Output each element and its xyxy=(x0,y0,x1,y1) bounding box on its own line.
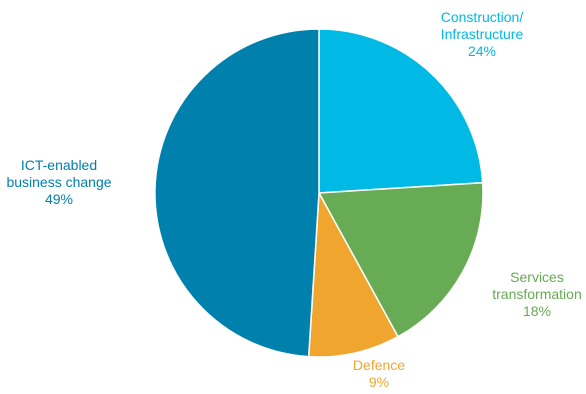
slice-value-label: 18% xyxy=(523,303,551,319)
slice-name-line: business change xyxy=(6,174,111,190)
pie-labels: Construction/Infrastructure 24% Services tr… xyxy=(6,9,581,390)
pie-slice-defence xyxy=(307,190,400,358)
pie-slice-construction-infrastructure xyxy=(318,28,484,194)
slice-value-label: 24% xyxy=(468,43,496,59)
pie-slice-services-transformation xyxy=(317,181,484,338)
slice-label-defence: Defence 9% xyxy=(353,357,405,390)
slice-label-construction-infrastructure: Construction/Infrastructure 24% xyxy=(441,9,524,59)
slice-value-label: 49% xyxy=(45,191,73,207)
pie-slice-ict-enabled-business-change xyxy=(154,28,320,358)
slice-name-line: Construction/ xyxy=(441,9,524,25)
slice-name-line: transformation xyxy=(492,286,581,302)
slice-name-line: ICT-enabled xyxy=(21,157,97,173)
slice-label-ict-enabled-business-change: ICT-enabled business change 49% xyxy=(6,157,111,207)
slice-value-label: 9% xyxy=(369,374,389,390)
slice-label-services-transformation: Services transformation 18% xyxy=(492,269,581,319)
slice-name-line: Services xyxy=(510,269,564,285)
pie-slices xyxy=(154,28,484,358)
slice-name-line: Infrastructure xyxy=(441,26,524,42)
slice-name-line: Defence xyxy=(353,357,405,373)
